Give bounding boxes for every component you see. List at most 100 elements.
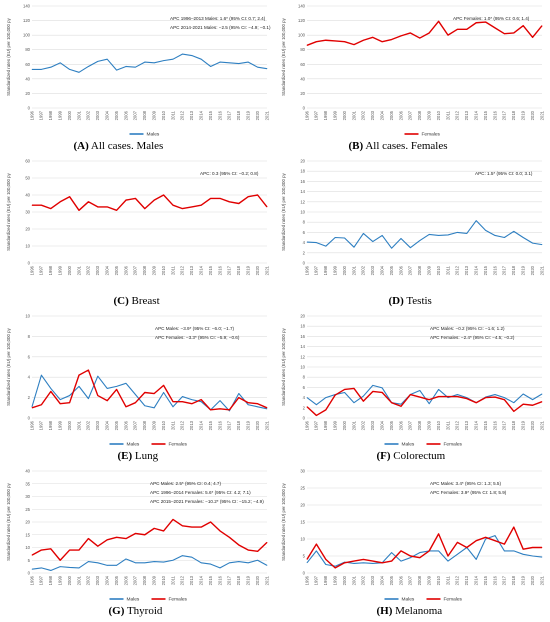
data-point [88,66,89,67]
x-tick-label: 2015 [208,575,213,585]
data-point [50,388,52,389]
x-tick-label: 2000 [67,110,72,120]
data-point [41,69,42,70]
data-point [306,559,308,560]
data-point [485,21,486,23]
y-tick-label: 4 [28,375,31,380]
data-point [325,397,327,398]
data-point [372,241,374,242]
data-point [266,408,268,410]
legend-label: Males [402,597,415,603]
data-point [247,404,249,406]
data-point [219,408,221,410]
x-tick-label: 1996 [304,265,309,275]
x-tick-label: 2010 [161,110,166,120]
y-axis-title: Standardized rates (EU) per 100,000 py [281,482,286,560]
data-point [31,568,33,570]
data-point [447,34,449,36]
data-point [410,557,411,559]
data-point [353,388,355,389]
x-tick-label: 2008 [142,575,147,585]
y-tick-label: 6 [303,385,306,390]
data-point [50,208,52,209]
data-point [363,400,364,402]
caption-text: Melanoma [392,605,442,617]
data-point [200,204,202,206]
x-tick-label: 2015 [483,420,488,430]
data-point [381,392,383,393]
data-point [513,550,515,552]
x-tick-label: 2014 [199,110,204,120]
data-point [200,58,202,60]
data-point [172,58,174,60]
y-tick-label: 35 [25,481,30,486]
data-point [247,402,249,404]
y-tick-label: 8 [28,334,31,339]
y-tick-label: 30 [25,210,30,215]
x-tick-label: 2001 [351,110,356,120]
x-tick-label: 2010 [161,575,166,585]
data-point [400,403,402,405]
data-point [353,563,355,564]
x-tick-label: 2011 [445,110,450,120]
data-point [391,247,392,249]
x-tick-label: 2014 [474,420,479,430]
data-point [494,394,496,395]
x-tick-label: 2011 [170,110,175,120]
data-point [438,550,439,552]
chart-panel-g: 0 5 10 15 20 25 30 35 40 1996 1997 1998 1999 2000 2001… [6,469,269,618]
data-point [78,71,80,73]
x-tick-label: 2021 [264,265,269,275]
x-tick-label: 2020 [530,420,535,430]
data-point [106,400,108,402]
data-point [381,562,383,564]
data-point [106,539,108,541]
data-point [475,22,477,24]
x-tick-label: 2017 [502,265,507,275]
data-point [88,538,89,539]
caption-letter: (H) [377,605,393,617]
data-point [363,559,364,560]
x-tick-label: 2005 [114,110,119,120]
legend-label: Females [444,442,463,448]
caption-text: Breast [129,295,160,307]
data-point [125,406,127,408]
x-tick-label: 2011 [445,420,450,430]
apc-annotation: APC 2014-2021 Males: −2.5 (95% CI: −4.9;… [170,25,271,30]
data-point [88,561,89,562]
x-tick-label: 2008 [417,110,422,120]
data-point [238,203,240,204]
y-tick-label: 5 [28,558,31,563]
x-tick-label: 2008 [142,420,147,430]
x-tick-label: 2016 [492,420,497,430]
data-point [447,555,449,557]
x-tick-label: 2002 [361,575,366,585]
x-tick-label: 2008 [417,265,422,275]
x-tick-label: 2014 [199,265,204,275]
data-point [182,401,183,403]
data-point [210,198,211,199]
x-tick-label: 2004 [105,420,110,430]
x-tick-label: 1996 [304,575,309,585]
apc-annotation: APC: 0.3 (95% CI: −0.2; 0.8) [200,171,259,176]
x-tick-label: 2007 [408,110,413,120]
legend: Males [129,132,160,138]
x-tick-label: 2002 [86,575,91,585]
x-tick-label: 1997 [314,575,319,585]
x-tick-label: 2018 [511,265,516,275]
y-tick-label: 10 [300,537,305,542]
data-point [182,555,183,557]
data-point [106,565,108,566]
y-tick-label: 60 [25,159,30,164]
y-tick-label: 0 [303,571,306,576]
x-tick-label: 2009 [427,110,432,120]
data-point [200,401,202,403]
data-point [438,533,439,535]
y-tick-label: 12 [300,199,305,204]
data-point [135,562,136,564]
x-tick-label: 2013 [464,575,469,585]
data-point [400,560,402,562]
y-tick-label: 8 [303,220,306,225]
data-point [428,399,430,400]
x-tick-label: 2011 [170,575,175,585]
